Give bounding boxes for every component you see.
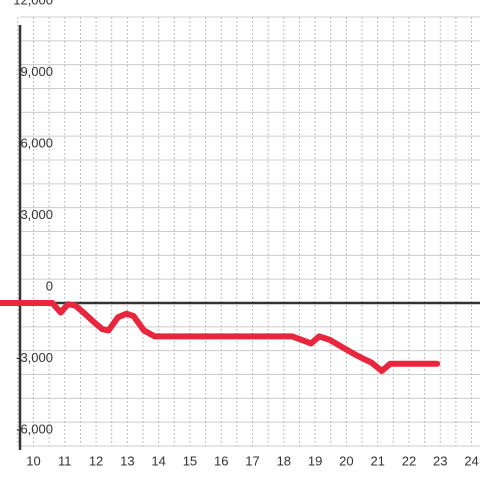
x-tick-label: 23	[433, 453, 447, 468]
y-tick-label: -6,000	[16, 421, 53, 436]
x-tick-label: 16	[214, 453, 228, 468]
x-tick-label: 19	[308, 453, 322, 468]
x-tick-label: 22	[402, 453, 416, 468]
line	[0, 300, 441, 374]
x-tick-label: 10	[26, 453, 40, 468]
y-tick-label: 6,000	[20, 135, 53, 150]
x-tick-label: 18	[277, 453, 291, 468]
y-tick-label: 3,000	[20, 207, 53, 222]
x-tick-label: 20	[339, 453, 353, 468]
x-tick-label: 17	[245, 453, 259, 468]
y-tick-label: 9,000	[20, 64, 53, 79]
x-tick-label: 12	[89, 453, 103, 468]
x-tick-label: 24	[464, 453, 478, 468]
y-tick-label: -3,000	[16, 350, 53, 365]
y-tick-label: 0	[46, 278, 53, 293]
x-tick-label: 11	[58, 453, 72, 468]
x-tick-label: 15	[183, 453, 197, 468]
x-tick-label: 13	[120, 453, 134, 468]
y-tick-label: 12,000	[13, 0, 53, 7]
x-tick-label: 14	[151, 453, 165, 468]
x-tick-label: 21	[370, 453, 384, 468]
